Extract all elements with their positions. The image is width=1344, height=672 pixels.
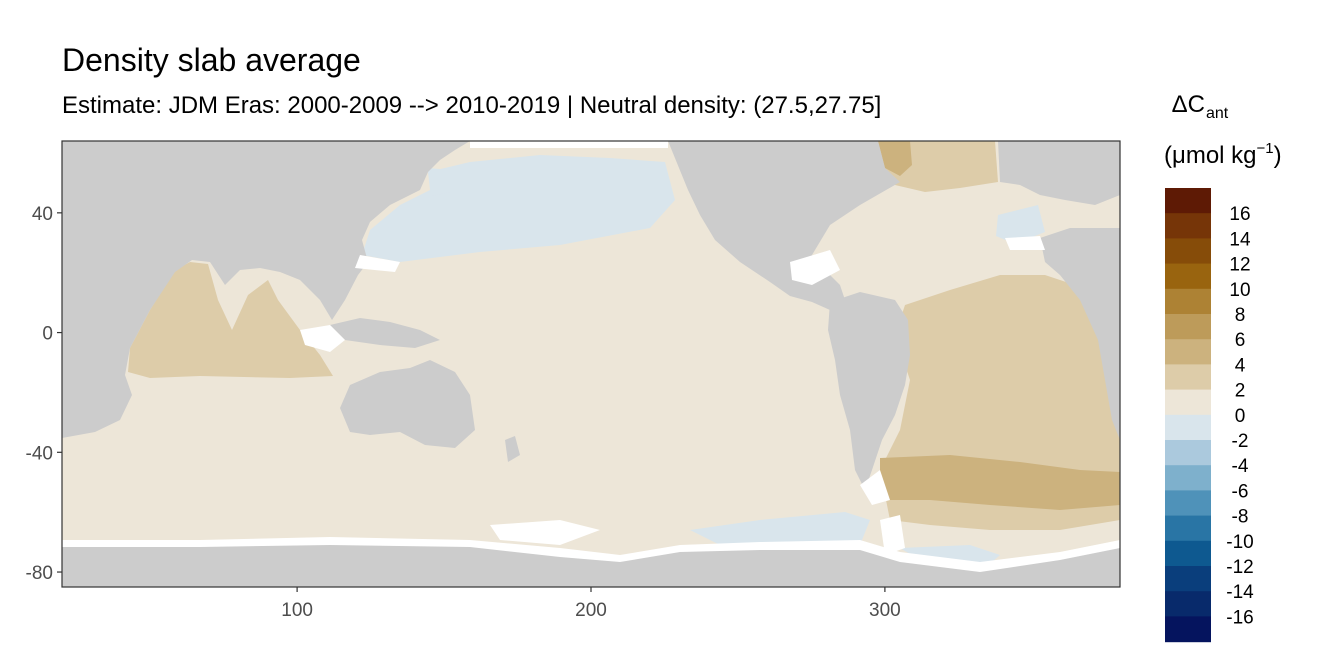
- legend-bin: [1165, 288, 1211, 315]
- land-group: [62, 141, 1120, 587]
- no-data-med: [1005, 236, 1045, 250]
- legend-bin: [1165, 238, 1211, 265]
- land-madagascar: [92, 372, 106, 405]
- legend-unit: (μmol kg−1): [1164, 140, 1282, 169]
- legend-label: 0: [1235, 406, 1246, 427]
- land-new-zealand: [505, 436, 520, 462]
- region-labrador: [878, 141, 912, 176]
- legend-bin: [1165, 566, 1211, 592]
- land-africa-west: [62, 141, 470, 438]
- land-indonesia: [330, 318, 440, 348]
- land-greenland: [998, 141, 1120, 205]
- legend-bin: [1165, 364, 1211, 391]
- no-data-caribbean: [790, 250, 840, 285]
- legend-label: -12: [1226, 557, 1253, 578]
- y-tick-label: -40: [26, 443, 53, 464]
- no-data-antarctic-margin: [62, 537, 1120, 572]
- no-data-indonesia-margin: [300, 325, 345, 352]
- map-panel: [62, 141, 1120, 587]
- land-africa-east: [1040, 228, 1120, 440]
- land-north-america: [668, 141, 900, 310]
- land-australia: [340, 360, 475, 448]
- no-data-ross-sea: [490, 520, 600, 545]
- y-axis: 40 0 -40 -80: [26, 204, 62, 584]
- region-north-pacific-coast: [428, 168, 452, 196]
- legend-bin: [1165, 591, 1211, 617]
- legend-bin: [1165, 465, 1211, 491]
- legend-label: 4: [1235, 355, 1246, 376]
- region-indian-ocean-north: [128, 262, 333, 378]
- legend-bin: [1165, 314, 1211, 340]
- legend-bin: [1165, 213, 1211, 239]
- legend-label: -2: [1232, 431, 1249, 452]
- legend-bin: [1165, 515, 1211, 542]
- legend-bin: [1165, 188, 1211, 214]
- legend-bin: [1165, 414, 1211, 441]
- legend: ΔC ant (μmol kg−1) 16 14 12 10 8 6 4 2 0 -2 -4 -6 -8…: [1164, 91, 1282, 643]
- x-tick-label: 100: [281, 600, 313, 621]
- legend-label: 6: [1235, 330, 1246, 351]
- legend-label: -4: [1232, 456, 1249, 477]
- legend-label: -16: [1226, 607, 1253, 628]
- chart-subtitle: Estimate: JDM Eras: 2000-2009 --> 2010-2…: [62, 92, 882, 119]
- region-southern-ocean-patch: [690, 512, 870, 548]
- no-data-group: [62, 141, 1120, 572]
- y-tick-label: 0: [42, 324, 53, 345]
- y-tick-label: -80: [26, 563, 53, 584]
- legend-label: 2: [1235, 381, 1246, 402]
- region-south-atlantic-band: [880, 455, 1120, 510]
- x-tick-label: 200: [575, 600, 607, 621]
- legend-labels: 16 14 12 10 8 6 4 2 0 -2 -4 -6 -8 -10 -12 -14 -16: [1226, 204, 1254, 628]
- legend-label: 16: [1229, 204, 1250, 225]
- chart-title: Density slab average: [62, 42, 361, 78]
- legend-bin: [1165, 490, 1211, 517]
- legend-title-sub: ant: [1206, 105, 1229, 122]
- legend-label: -6: [1232, 481, 1249, 502]
- legend-label: 12: [1229, 255, 1250, 276]
- legend-bin: [1165, 616, 1211, 643]
- legend-bin: [1165, 339, 1211, 365]
- region-north-atlantic-east: [996, 205, 1045, 244]
- no-data-north-pacific-margin: [355, 255, 400, 272]
- legend-label: 10: [1229, 280, 1250, 301]
- x-axis: 100 200 300: [281, 587, 901, 621]
- legend-bin: [1165, 540, 1211, 567]
- legend-label: -10: [1226, 532, 1253, 553]
- legend-label: 8: [1235, 305, 1246, 326]
- legend-label: -14: [1226, 582, 1254, 603]
- legend-unit-close: ): [1274, 142, 1282, 169]
- land-antarctica: [62, 542, 1120, 587]
- y-tick-label: 40: [32, 204, 53, 225]
- legend-title-main: ΔC: [1172, 91, 1205, 118]
- x-tick-label: 300: [869, 600, 901, 621]
- legend-bin: [1165, 263, 1211, 290]
- no-data-weddell-sea: [880, 515, 905, 555]
- legend-bin: [1165, 440, 1211, 466]
- legend-bins: [1165, 188, 1211, 643]
- legend-label: -8: [1232, 507, 1249, 528]
- legend-unit-sup: −1: [1257, 140, 1274, 157]
- legend-bin: [1165, 389, 1211, 416]
- land-south-america: [828, 292, 910, 490]
- no-data-arctic-strip: [470, 141, 668, 148]
- legend-label: 14: [1229, 229, 1251, 250]
- no-data-drake: [860, 470, 890, 505]
